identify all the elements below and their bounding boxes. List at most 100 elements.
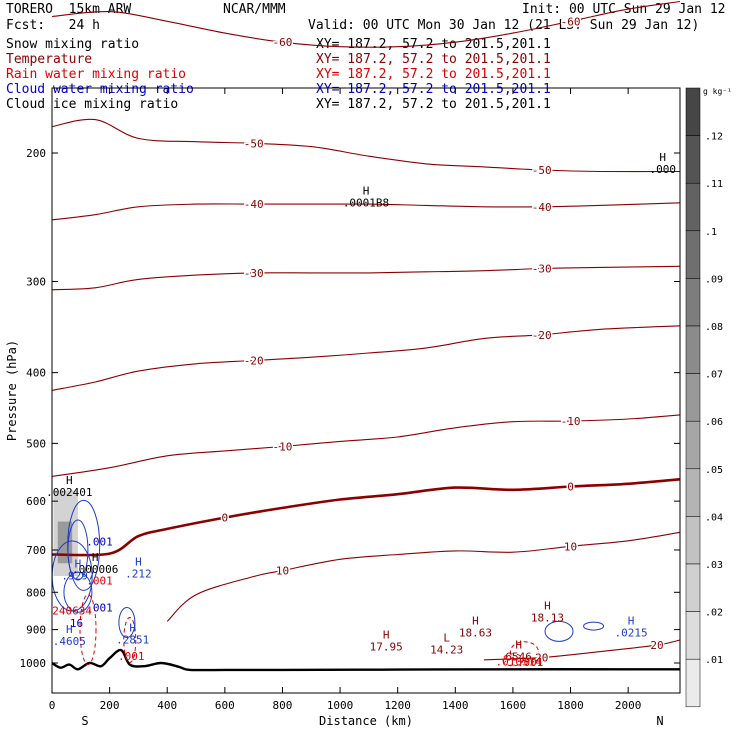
y-axis-label: Pressure (hPa) <box>5 340 19 441</box>
colorbar-tick-label: .01 <box>705 655 723 666</box>
isotherm-label: -60 <box>561 15 581 28</box>
rain-water-contour <box>502 653 524 667</box>
cloud-water-contour <box>583 621 605 631</box>
colorbar-tick-label: .05 <box>705 465 723 476</box>
legend-xs: XY= 187.2, 57.2 to 201.5,201.1 <box>316 67 551 82</box>
colorbar-swatch <box>685 420 701 470</box>
x-tick-label: 1200 <box>384 699 411 712</box>
extremum-value: .000006 <box>72 563 118 576</box>
colorbar-tick-label: .12 <box>705 132 723 143</box>
rain-water-contour <box>123 617 137 664</box>
colorbar-tick-label: .04 <box>705 512 723 523</box>
extremum-value: 18.63 <box>459 626 492 639</box>
colorbar: .12 .11 .1 .09 .08 .07 .06 .05 .04 .03 .02 .01 g kg⁻… <box>685 87 732 708</box>
x-tick-label: 0 <box>49 699 56 712</box>
cloud-water-contour <box>67 499 101 591</box>
extremum-value: .9297 <box>61 570 94 583</box>
y-tick-label: 1000 <box>20 657 47 670</box>
contour-value-label: 240634 <box>52 604 92 617</box>
extremum-marker: H <box>659 151 666 164</box>
colorbar-swatch <box>685 516 701 565</box>
extremum-marker: H <box>92 551 99 564</box>
y-tick-label: 600 <box>26 495 46 508</box>
isotherm-label: -50 <box>532 164 552 177</box>
isotherm-label: 10 <box>564 540 577 553</box>
isotherm-label: -40 <box>532 201 552 214</box>
extremum-marker: H <box>383 628 390 641</box>
isotherm-label: -30 <box>532 263 552 276</box>
colorbar-tick-label: .11 <box>705 179 723 190</box>
colorbar-tick-label: .03 <box>705 560 723 571</box>
contour-value-label: .001 <box>86 602 113 615</box>
isotherm-line <box>51 202 681 221</box>
legend-xs: XY= 187.2, 57.2 to 201.5,201.1 <box>316 82 551 97</box>
isotherm-label: -20 <box>244 355 264 368</box>
isotherm-line <box>51 478 681 557</box>
x-tick-label: 200 <box>100 699 120 712</box>
cloud-water-contour <box>118 606 136 638</box>
extremum-value: .0001B8 <box>343 197 389 210</box>
colorbar-tick-label: .09 <box>705 274 723 285</box>
legend-label: Cloud water mixing ratio <box>6 82 194 97</box>
plot-frame <box>51 87 681 694</box>
axes: 0 200 400 600 800 1000 1200 1400 1600 1800 2000200… <box>5 87 681 728</box>
isotherm-label: -20 <box>532 329 552 342</box>
extremum-value: .002401 <box>46 486 92 499</box>
cloud-water-contour <box>544 620 574 642</box>
extremum-marker: H <box>628 614 635 627</box>
legend-label: Snow mixing ratio <box>6 37 140 52</box>
colorbar-swatch <box>685 373 701 422</box>
extremum-value: .000 <box>649 163 676 176</box>
colorbar-tick-label: .08 <box>705 322 723 333</box>
colorbar-unit: g kg⁻¹ <box>703 87 732 96</box>
contour-value-label: .001 <box>86 574 113 587</box>
extremum-marker: H <box>75 558 82 571</box>
contour-value-label: .001 <box>118 650 145 663</box>
temperature-contours <box>51 0 681 661</box>
y-tick-label: 300 <box>26 275 46 288</box>
extremum-value: .2851 <box>116 633 149 646</box>
ice-shading-core <box>57 521 73 564</box>
x-tick-label: 400 <box>157 699 177 712</box>
contour-value-label: .010514 <box>495 656 542 669</box>
extremum-marker: H <box>135 555 142 568</box>
isotherm-label: -10 <box>273 441 293 454</box>
cloud-water-contour <box>63 571 93 613</box>
colorbar-swatch <box>685 135 701 184</box>
y-tick-label: 200 <box>26 147 46 160</box>
x-tick-label: 1600 <box>500 699 527 712</box>
x-tick-label: 1800 <box>557 699 584 712</box>
colorbar-swatch <box>685 611 701 660</box>
isotherm-label: -10 <box>561 415 581 428</box>
extremum-value: 18.13 <box>531 612 564 625</box>
legend-xs: XY= 187.2, 57.2 to 201.5,201.1 <box>316 97 551 112</box>
y-tick-label: 900 <box>26 624 46 637</box>
isotherm-label: -40 <box>244 198 264 211</box>
contour-value-label: .001 <box>517 656 544 669</box>
rain-water-contour <box>79 594 97 666</box>
extremum-marker: H <box>363 185 370 198</box>
y-tick-label: 500 <box>26 437 46 450</box>
x-tick-label: 1000 <box>327 699 354 712</box>
contour-labels: -60 -60 -50 -50 -40 -40 -30 -30 -20 -20 -10 -10 0 0 10… <box>46 14 676 669</box>
colorbar-tick-label: .06 <box>705 417 723 428</box>
colorbar-swatch <box>685 468 701 517</box>
colorbar-swatch <box>685 230 701 279</box>
colorbar-swatch <box>685 325 701 374</box>
isotherm-label: 20 <box>535 652 548 665</box>
y-tick-label: 800 <box>26 586 46 599</box>
extremum-value: .0215 <box>614 626 647 639</box>
isotherm-line <box>166 531 681 622</box>
terrain-line <box>51 648 680 672</box>
colorbar-tick-label: .1 <box>705 227 717 238</box>
extremum-value: .212 <box>125 567 152 580</box>
isotherm-line <box>51 0 681 48</box>
colorbar-swatch <box>685 563 701 612</box>
isotherm-label: -30 <box>244 267 264 280</box>
center-name: NCAR/MMM <box>223 2 286 17</box>
x-tick-label: 800 <box>273 699 293 712</box>
extremum-marker: H <box>472 614 479 627</box>
contour-value-label: .001 <box>86 535 113 548</box>
x-axis-label: Distance (km) <box>319 714 413 728</box>
